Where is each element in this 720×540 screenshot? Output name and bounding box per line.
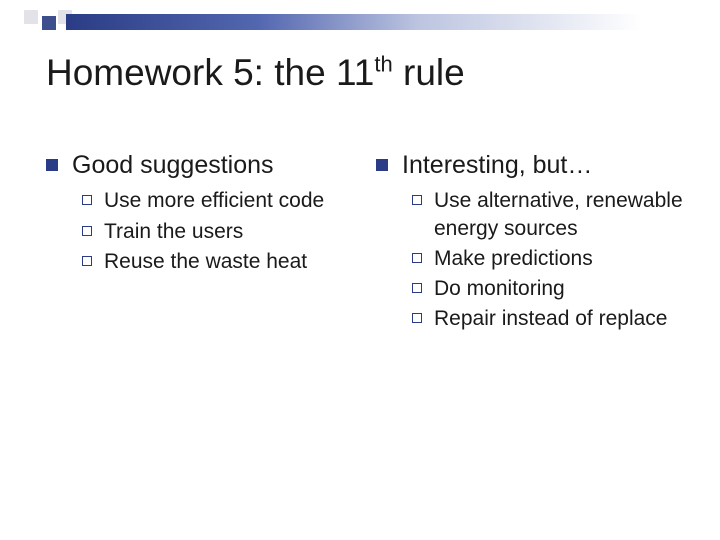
item-text: Make predictions bbox=[434, 245, 593, 272]
title-suffix: rule bbox=[393, 52, 465, 93]
decor-square-light bbox=[24, 10, 38, 24]
item-text: Repair instead of replace bbox=[434, 305, 667, 332]
list-heading: Good suggestions bbox=[46, 150, 356, 181]
column-right: Interesting, but… Use alternative, renew… bbox=[376, 150, 686, 336]
heading-text: Interesting, but… bbox=[402, 150, 592, 181]
list-item: Use alternative, renewable energy source… bbox=[412, 187, 686, 242]
bullet-hollow-icon bbox=[412, 283, 422, 293]
item-text: Reuse the waste heat bbox=[104, 248, 307, 275]
list-item: Use more efficient code bbox=[82, 187, 356, 214]
list-item: Make predictions bbox=[412, 245, 686, 272]
bullet-filled-icon bbox=[376, 159, 388, 171]
item-text: Use alternative, renewable energy source… bbox=[434, 187, 686, 242]
list-item: Train the users bbox=[82, 218, 356, 245]
bullet-hollow-icon bbox=[82, 226, 92, 236]
bullet-hollow-icon bbox=[412, 195, 422, 205]
item-text: Do monitoring bbox=[434, 275, 565, 302]
bullet-hollow-icon bbox=[412, 253, 422, 263]
decor-square-dark bbox=[42, 16, 56, 30]
bullet-hollow-icon bbox=[412, 313, 422, 323]
bullet-hollow-icon bbox=[82, 195, 92, 205]
title-superscript: th bbox=[374, 52, 392, 77]
column-left: Good suggestions Use more efficient code… bbox=[46, 150, 356, 336]
heading-text: Good suggestions bbox=[72, 150, 274, 181]
list-item: Repair instead of replace bbox=[412, 305, 686, 332]
item-text: Use more efficient code bbox=[104, 187, 324, 214]
bullet-filled-icon bbox=[46, 159, 58, 171]
list-item: Reuse the waste heat bbox=[82, 248, 356, 275]
content-columns: Good suggestions Use more efficient code… bbox=[46, 150, 686, 336]
slide-title: Homework 5: the 11th rule bbox=[46, 52, 465, 94]
decor-gradient-bar bbox=[66, 14, 706, 30]
decor-squares bbox=[24, 10, 72, 30]
header-decoration bbox=[0, 0, 720, 32]
item-text: Train the users bbox=[104, 218, 243, 245]
list-item: Do monitoring bbox=[412, 275, 686, 302]
bullet-hollow-icon bbox=[82, 256, 92, 266]
list-heading: Interesting, but… bbox=[376, 150, 686, 181]
title-prefix: Homework 5: the 11 bbox=[46, 52, 374, 93]
